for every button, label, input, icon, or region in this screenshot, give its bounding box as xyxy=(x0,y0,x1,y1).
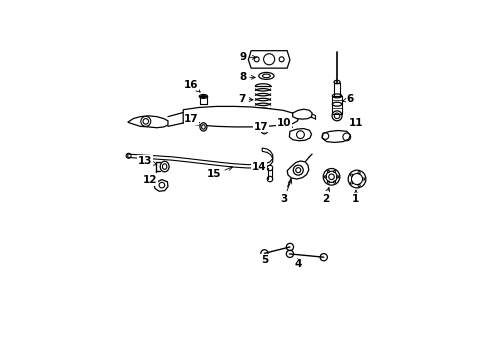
Text: 15: 15 xyxy=(207,167,232,179)
Text: 6: 6 xyxy=(343,94,354,104)
Text: 13: 13 xyxy=(138,156,157,166)
Polygon shape xyxy=(128,116,168,128)
Polygon shape xyxy=(287,161,309,179)
Text: 11: 11 xyxy=(349,118,363,128)
Polygon shape xyxy=(248,51,290,68)
Polygon shape xyxy=(322,131,350,143)
Ellipse shape xyxy=(200,123,207,131)
Text: 3: 3 xyxy=(280,180,292,204)
Text: 2: 2 xyxy=(322,188,330,204)
Ellipse shape xyxy=(261,126,268,134)
Polygon shape xyxy=(290,129,312,141)
Text: 17: 17 xyxy=(184,114,199,125)
Polygon shape xyxy=(128,148,273,168)
Text: 9: 9 xyxy=(239,52,256,62)
Text: 8: 8 xyxy=(239,72,255,82)
Polygon shape xyxy=(293,109,312,119)
Text: 10: 10 xyxy=(276,118,293,128)
Polygon shape xyxy=(154,180,168,191)
Ellipse shape xyxy=(160,161,169,172)
Polygon shape xyxy=(183,107,298,127)
Text: 12: 12 xyxy=(143,175,158,185)
Text: 16: 16 xyxy=(184,80,200,92)
Text: 5: 5 xyxy=(261,255,268,265)
Text: 1: 1 xyxy=(352,190,360,204)
Text: 4: 4 xyxy=(294,259,301,269)
Text: 17: 17 xyxy=(253,122,268,132)
Text: 14: 14 xyxy=(251,162,268,172)
Text: 7: 7 xyxy=(239,94,253,104)
